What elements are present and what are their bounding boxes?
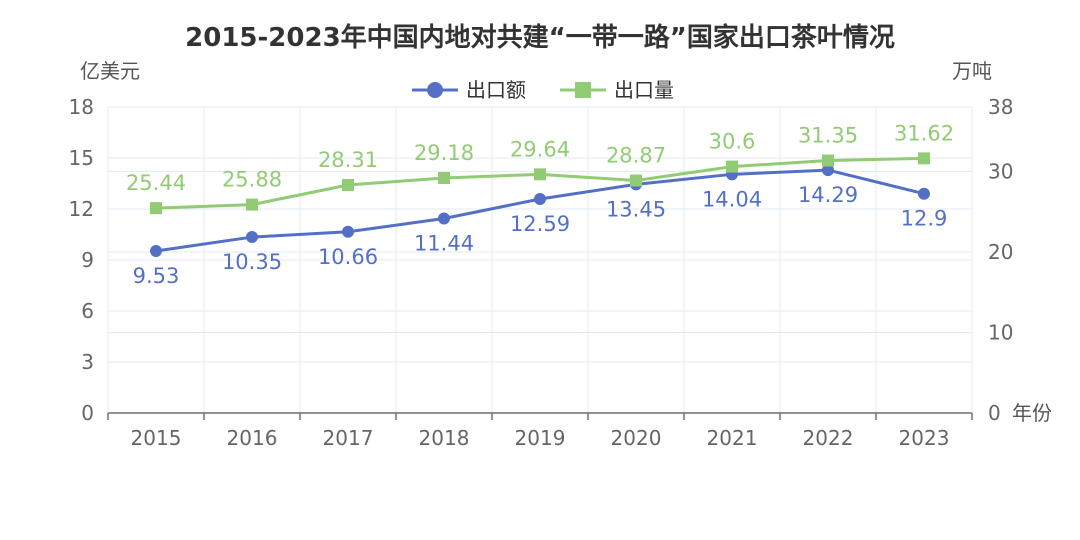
legend-marker-volume xyxy=(575,82,591,98)
series-layer: 9.53 10.35 10.66 11.44 12.59 13.45 14.04 14.29 1… xyxy=(126,121,954,288)
y-left-tick-label: 3 xyxy=(81,350,94,374)
data-label-value: 14.04 xyxy=(702,187,762,211)
y-left-tick-label: 18 xyxy=(69,95,94,119)
x-tick-label: 2016 xyxy=(227,426,278,450)
data-label-volume: 25.44 xyxy=(126,171,186,195)
y-right-tick-label: 20 xyxy=(988,240,1013,264)
data-label-value: 14.29 xyxy=(798,183,858,207)
x-tick-label: 2015 xyxy=(131,426,182,450)
x-tick-label: 2019 xyxy=(515,426,566,450)
y-right-unit-label: 万吨 xyxy=(952,59,992,83)
y-left-tick-label: 0 xyxy=(81,401,94,425)
data-point-volume xyxy=(726,160,738,173)
data-point-value xyxy=(150,244,162,257)
x-tick-label: 2022 xyxy=(803,426,854,450)
data-label-volume: 28.87 xyxy=(606,144,666,168)
data-point-value xyxy=(534,192,546,205)
data-point-volume xyxy=(918,152,930,165)
data-label-value: 10.66 xyxy=(318,245,378,269)
data-label-value: 11.44 xyxy=(414,232,474,256)
data-label-volume: 31.35 xyxy=(798,124,858,148)
data-label-value: 9.53 xyxy=(133,264,180,288)
axes: 0 3 6 9 12 15 18 0 10 20 30 38 2015 2016 2017 2018 2019 2… xyxy=(69,95,1014,450)
data-point-volume xyxy=(150,202,162,215)
data-point-volume xyxy=(342,179,354,192)
data-label-value: 13.45 xyxy=(606,197,666,221)
x-tick-label: 2020 xyxy=(611,426,662,450)
data-point-value xyxy=(438,212,450,225)
data-point-volume xyxy=(534,168,546,181)
data-point-value xyxy=(918,187,930,200)
data-label-value: 10.35 xyxy=(222,250,282,274)
legend: 出口额 出口量 xyxy=(412,78,674,102)
data-label-volume: 29.64 xyxy=(510,137,570,161)
data-point-volume xyxy=(822,154,834,167)
data-point-value xyxy=(246,231,258,244)
x-tick-label: 2017 xyxy=(323,426,374,450)
y-right-tick-label: 38 xyxy=(988,95,1013,119)
x-tick-label: 2021 xyxy=(707,426,758,450)
data-point-value xyxy=(822,164,834,177)
data-label-volume: 25.88 xyxy=(222,168,282,192)
data-label-volume: 31.62 xyxy=(894,121,954,145)
x-tick-label: 2023 xyxy=(899,426,950,450)
data-label-volume: 29.18 xyxy=(414,141,474,165)
y-left-unit-label: 亿美元 xyxy=(80,59,140,83)
data-label-value: 12.9 xyxy=(901,207,948,231)
y-left-tick-label: 6 xyxy=(81,299,94,323)
y-left-tick-label: 15 xyxy=(69,146,94,170)
x-axis-label: 年份 xyxy=(1012,401,1052,425)
data-label-value: 12.59 xyxy=(510,212,570,236)
data-point-value xyxy=(342,225,354,238)
data-label-volume: 30.6 xyxy=(709,130,756,154)
chart-title: 2015-2023年中国内地对共建“一带一路”国家出口茶叶情况 xyxy=(185,22,895,53)
legend-label-value: 出口额 xyxy=(466,78,526,102)
legend-label-volume: 出口量 xyxy=(614,78,674,102)
data-label-volume: 28.31 xyxy=(318,148,378,172)
y-right-tick-label: 30 xyxy=(988,159,1013,183)
y-right-tick-label: 10 xyxy=(988,320,1013,344)
y-right-tick-label: 0 xyxy=(988,401,1001,425)
x-tick-label: 2018 xyxy=(419,426,470,450)
data-point-volume xyxy=(438,172,450,185)
y-left-tick-label: 12 xyxy=(69,197,94,221)
data-point-volume xyxy=(630,174,642,187)
data-point-volume xyxy=(246,198,258,211)
legend-marker-value xyxy=(427,82,443,98)
y-left-tick-label: 9 xyxy=(81,248,94,272)
